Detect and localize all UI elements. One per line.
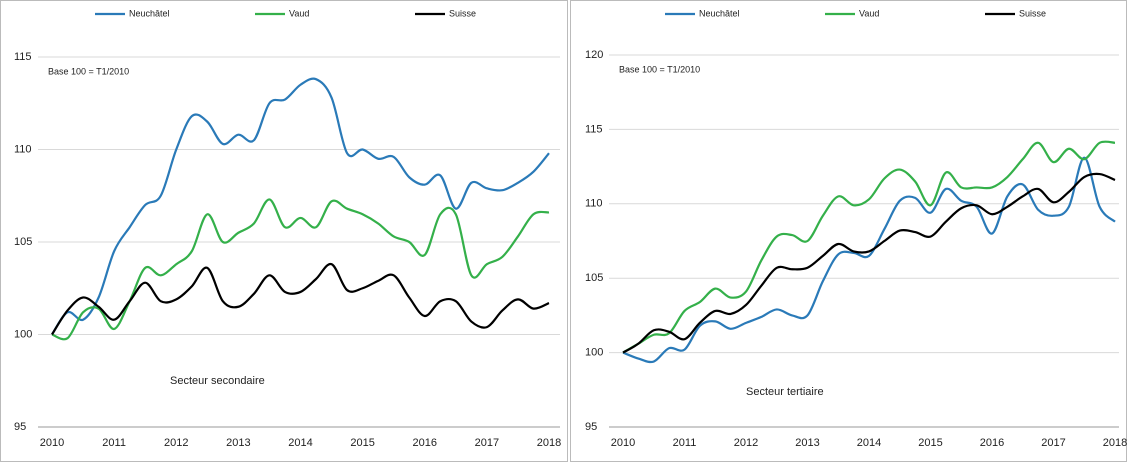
series-line [51, 198, 550, 341]
y-tick-label: 95 [14, 421, 26, 433]
y-tick-label: 110 [14, 143, 32, 155]
x-tick-label: 2014 [288, 437, 312, 449]
legend-label: Suisse [449, 8, 476, 18]
y-tick-label: 95 [585, 421, 597, 433]
x-tick-label: 2018 [537, 437, 561, 449]
legend-label: Suisse [1019, 8, 1046, 18]
x-tick-label: 2015 [918, 437, 942, 449]
legend-label: Vaud [859, 8, 879, 18]
annotation: Secteur secondaire [170, 375, 265, 387]
annotation: Base 100 = T1/2010 [619, 64, 700, 74]
y-tick-label: 100 [585, 347, 603, 359]
legend-label: Neuchâtel [699, 8, 740, 18]
y-tick-label: 115 [585, 123, 603, 135]
x-tick-label: 2013 [226, 437, 250, 449]
legend-label: Neuchâtel [129, 8, 170, 18]
legend-label: Vaud [289, 8, 309, 18]
x-tick-label: 2016 [413, 437, 437, 449]
series-line [622, 156, 1116, 364]
annotation: Secteur tertiaire [746, 386, 824, 398]
x-tick-label: 2011 [673, 437, 697, 449]
series-line [51, 263, 550, 336]
y-tick-label: 100 [14, 328, 32, 340]
x-tick-label: 2010 [611, 437, 635, 449]
x-tick-label: 2013 [795, 437, 819, 449]
x-tick-label: 2018 [1103, 437, 1127, 449]
y-tick-label: 120 [585, 49, 603, 61]
x-tick-label: 2012 [734, 437, 758, 449]
x-tick-label: 2012 [164, 437, 188, 449]
x-tick-label: 2015 [350, 437, 374, 449]
x-tick-label: 2016 [980, 437, 1004, 449]
x-tick-label: 2017 [1041, 437, 1065, 449]
y-tick-label: 105 [585, 272, 603, 284]
x-tick-label: 2017 [475, 437, 499, 449]
series-line [51, 77, 550, 336]
series-line [622, 172, 1116, 354]
y-tick-label: 110 [585, 198, 603, 210]
y-tick-label: 105 [14, 236, 32, 248]
x-tick-label: 2011 [102, 437, 126, 449]
x-tick-label: 2014 [857, 437, 881, 449]
y-tick-label: 115 [14, 51, 32, 63]
series-line [622, 140, 1116, 354]
annotation: Base 100 = T1/2010 [48, 66, 129, 76]
x-tick-label: 2010 [40, 437, 64, 449]
